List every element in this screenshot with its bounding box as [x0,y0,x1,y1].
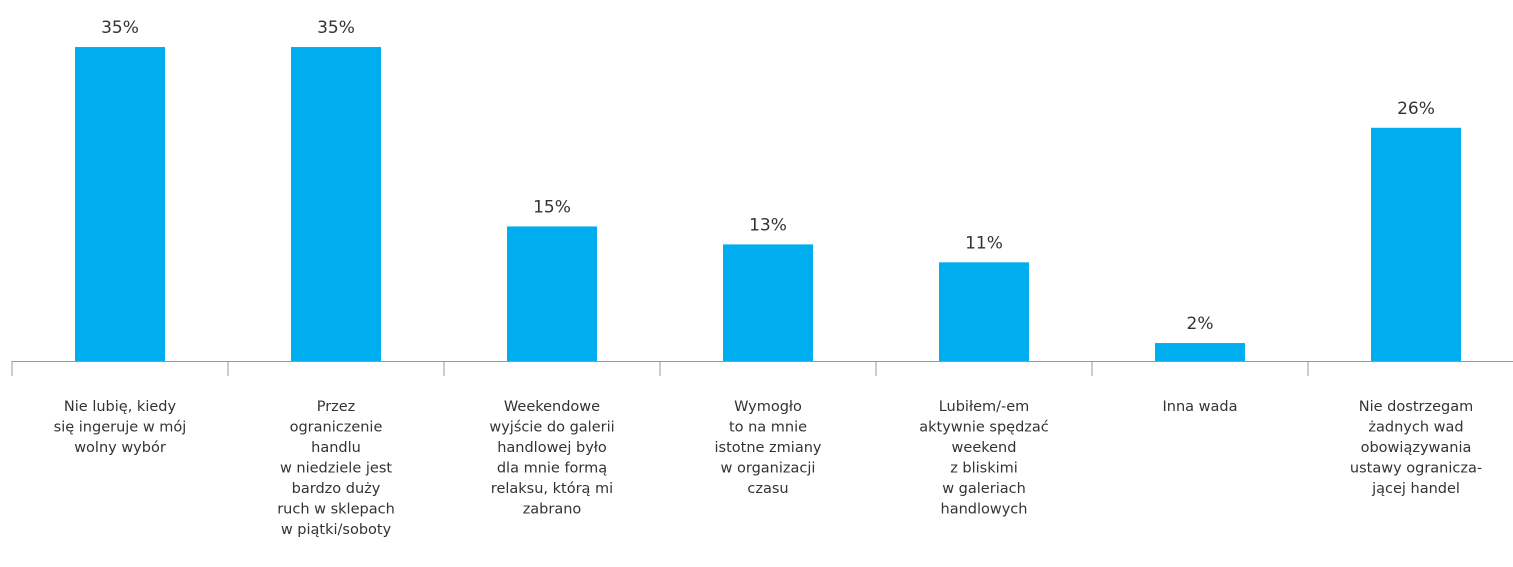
x-tick-label: w piątki/soboty [281,522,392,538]
value-label: 2% [1187,314,1214,334]
x-tick-label: Nie dostrzegam [1359,399,1473,415]
x-tick-label: Wymogło [734,399,802,415]
x-tick-label: handlowej było [497,440,607,456]
x-tick-label: handlowych [941,502,1028,518]
bar [75,47,165,362]
x-tick-label: w niedziele jest [280,461,392,477]
x-tick-label: w galeriach [942,481,1026,497]
x-tick-label: bardzo duży [292,481,381,497]
x-tick-label: jącej handel [1371,481,1460,497]
x-tick-label: ograniczenie [290,420,383,436]
x-tick-label: weekend [952,440,1017,456]
bar [723,244,813,361]
x-tick-label: ruch w sklepach [277,502,395,518]
x-tick-label: żadnych wad [1368,420,1463,436]
x-tick-label: wolny wybór [74,440,166,456]
x-tick-label: Inna wada [1163,399,1238,415]
x-tick-label: ustawy ogranicza- [1350,461,1482,477]
value-label: 35% [317,18,355,38]
x-tick-label: Lubiłem/-em [939,399,1030,415]
x-tick-label: wyjście do galerii [489,420,614,436]
bar [291,47,381,362]
x-tick-label: w organizacji [721,461,816,477]
value-label: 13% [749,215,787,235]
bar [507,226,597,361]
x-tick-label: czasu [747,481,788,497]
value-label: 15% [533,197,571,217]
x-tick-label: istotne zmiany [715,440,822,456]
x-tick-label: się ingeruje w mój [54,420,187,436]
x-tick-label: dla mnie formą [497,461,607,477]
x-tick-label: obowiązywania [1361,440,1472,456]
x-tick-label: relaksu, którą mi [491,481,613,497]
x-tick-label: zabrano [523,502,582,518]
x-tick-label: to na mnie [729,420,807,436]
value-label: 35% [101,18,139,38]
x-tick-label: Przez [317,399,356,415]
x-tick-label: Nie lubię, kiedy [64,399,177,415]
value-label: 26% [1397,99,1435,119]
x-tick-label: aktywnie spędzać [919,420,1049,436]
bar [1371,127,1461,361]
bar [939,262,1029,361]
bar [1155,343,1245,361]
x-tick-label: z bliskimi [950,461,1018,477]
value-label: 11% [965,233,1003,253]
x-tick-label: handlu [311,440,361,456]
x-tick-label: Weekendowe [504,399,600,415]
